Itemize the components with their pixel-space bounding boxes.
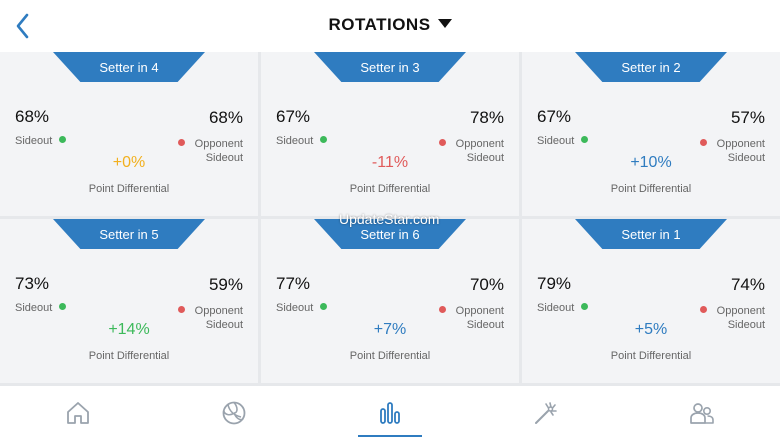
sideout-percentage: 67% — [276, 107, 311, 126]
opponent-sideout-label-text: Sideout — [466, 152, 504, 164]
opponent-sideout-percentage: 70% — [469, 275, 504, 294]
sideout-percentage: 79% — [537, 274, 572, 293]
sideout-label-text: Sideout — [537, 135, 575, 147]
red-dot-icon — [699, 139, 707, 146]
green-dot-icon — [320, 303, 328, 310]
sideout-label: Sideout — [276, 135, 328, 147]
point-differential-value: +14% — [108, 321, 150, 338]
tab-volleyball[interactable] — [156, 386, 312, 439]
rotation-card-setter-1[interactable]: Setter in 1 79% 74% Sideout Opponent Side… — [522, 219, 780, 383]
sideout-label: Sideout — [537, 302, 589, 314]
opponent-label-text: Opponent — [455, 138, 504, 150]
opponent-sideout-label: Opponent Sideout — [438, 304, 504, 332]
active-tab-indicator — [358, 435, 422, 437]
opponent-sideout-label-text: Sideout — [205, 152, 243, 164]
stats-icon — [380, 401, 400, 424]
sideout-percentage: 73% — [15, 274, 50, 293]
sideout-percentage: 67% — [537, 107, 572, 126]
red-dot-icon — [438, 139, 446, 146]
rotations-dropdown[interactable]: ROTATIONS — [0, 15, 780, 35]
volleyball-icon — [222, 401, 246, 424]
opponent-label-text: Opponent — [455, 305, 504, 317]
sideout-percentage: 68% — [15, 107, 50, 126]
opponent-sideout-label: Opponent Sideout — [177, 304, 243, 332]
rotation-tab-label: Setter in 6 — [314, 219, 466, 249]
opponent-sideout-percentage: 68% — [208, 108, 243, 127]
opponent-sideout-percentage: 57% — [730, 108, 765, 127]
tab-team[interactable] — [624, 386, 780, 439]
sideout-label-text: Sideout — [276, 135, 314, 147]
opponent-sideout-label-text: Sideout — [727, 152, 765, 164]
tab-home[interactable] — [0, 386, 156, 439]
opponent-sideout-label: Opponent Sideout — [699, 304, 765, 332]
sideout-label: Sideout — [15, 135, 67, 147]
rotation-tab-label: Setter in 1 — [575, 219, 727, 249]
rotation-card-setter-5[interactable]: Setter in 5 73% 59% Sideout Opponent Side… — [0, 219, 258, 383]
point-differential-label: Point Differential — [610, 183, 692, 195]
point-differential-value: +7% — [373, 321, 407, 338]
rotations-grid: Setter in 4 68% 68% Sideout Opponent Side… — [0, 52, 780, 386]
caret-down-icon — [437, 19, 452, 28]
red-dot-icon — [699, 306, 707, 313]
point-differential-label: Point Differential — [349, 350, 431, 362]
opponent-sideout-percentage: 78% — [469, 108, 504, 127]
point-differential-value: +0% — [112, 154, 146, 171]
green-dot-icon — [59, 303, 67, 310]
opponent-sideout-label: Opponent Sideout — [438, 137, 504, 165]
rotation-card-setter-2[interactable]: Setter in 2 67% 57% Sideout Opponent Side… — [522, 52, 780, 216]
back-button[interactable] — [10, 10, 36, 42]
sideout-label: Sideout — [276, 302, 328, 314]
opponent-label-text: Opponent — [194, 305, 243, 317]
sideout-percentage: 77% — [276, 274, 311, 293]
home-icon — [67, 401, 89, 424]
magic-wand-icon — [535, 401, 557, 424]
rotation-card-setter-6[interactable]: Setter in 6 77% 70% Sideout Opponent Side… — [261, 219, 519, 383]
opponent-sideout-label-text: Sideout — [205, 319, 243, 331]
team-icon — [690, 402, 714, 424]
green-dot-icon — [320, 136, 328, 143]
rotation-tab-label: Setter in 5 — [53, 219, 205, 249]
rotation-tab-label: Setter in 3 — [314, 52, 466, 82]
page-title: ROTATIONS — [328, 15, 431, 34]
rotation-card-setter-3[interactable]: Setter in 3 67% 78% Sideout Opponent Side… — [261, 52, 519, 216]
sideout-label: Sideout — [537, 135, 589, 147]
tab-magic[interactable] — [468, 386, 624, 439]
sideout-label-text: Sideout — [276, 302, 314, 314]
opponent-sideout-label-text: Sideout — [727, 319, 765, 331]
opponent-label-text: Opponent — [194, 138, 243, 150]
point-differential-value: -11% — [371, 154, 409, 171]
point-differential-label: Point Differential — [349, 183, 431, 195]
point-differential-value: +5% — [634, 321, 668, 338]
sideout-label-text: Sideout — [15, 302, 53, 314]
header-bar: ROTATIONS — [0, 0, 780, 52]
opponent-sideout-label: Opponent Sideout — [699, 137, 765, 165]
opponent-sideout-percentage: 59% — [208, 275, 243, 294]
rotation-tab-label: Setter in 2 — [575, 52, 727, 82]
opponent-sideout-label: Opponent Sideout — [177, 137, 243, 165]
opponent-sideout-label-text: Sideout — [466, 319, 504, 331]
sideout-label: Sideout — [15, 302, 67, 314]
opponent-label-text: Opponent — [716, 305, 765, 317]
red-dot-icon — [438, 306, 446, 313]
sideout-label-text: Sideout — [537, 302, 575, 314]
point-differential-label: Point Differential — [88, 183, 170, 195]
green-dot-icon — [581, 303, 589, 310]
chevron-left-icon — [16, 13, 29, 39]
point-differential-label: Point Differential — [610, 350, 692, 362]
red-dot-icon — [177, 306, 185, 313]
rotation-tab-label: Setter in 4 — [53, 52, 205, 82]
sideout-label-text: Sideout — [15, 135, 53, 147]
green-dot-icon — [581, 136, 589, 143]
point-differential-value: +10% — [630, 154, 672, 171]
opponent-sideout-percentage: 74% — [730, 275, 765, 294]
point-differential-label: Point Differential — [88, 350, 170, 362]
green-dot-icon — [59, 136, 67, 143]
red-dot-icon — [177, 139, 185, 146]
rotation-card-setter-4[interactable]: Setter in 4 68% 68% Sideout Opponent Side… — [0, 52, 258, 216]
tab-stats[interactable] — [312, 386, 468, 439]
opponent-label-text: Opponent — [716, 138, 765, 150]
bottom-tab-bar — [0, 386, 780, 439]
